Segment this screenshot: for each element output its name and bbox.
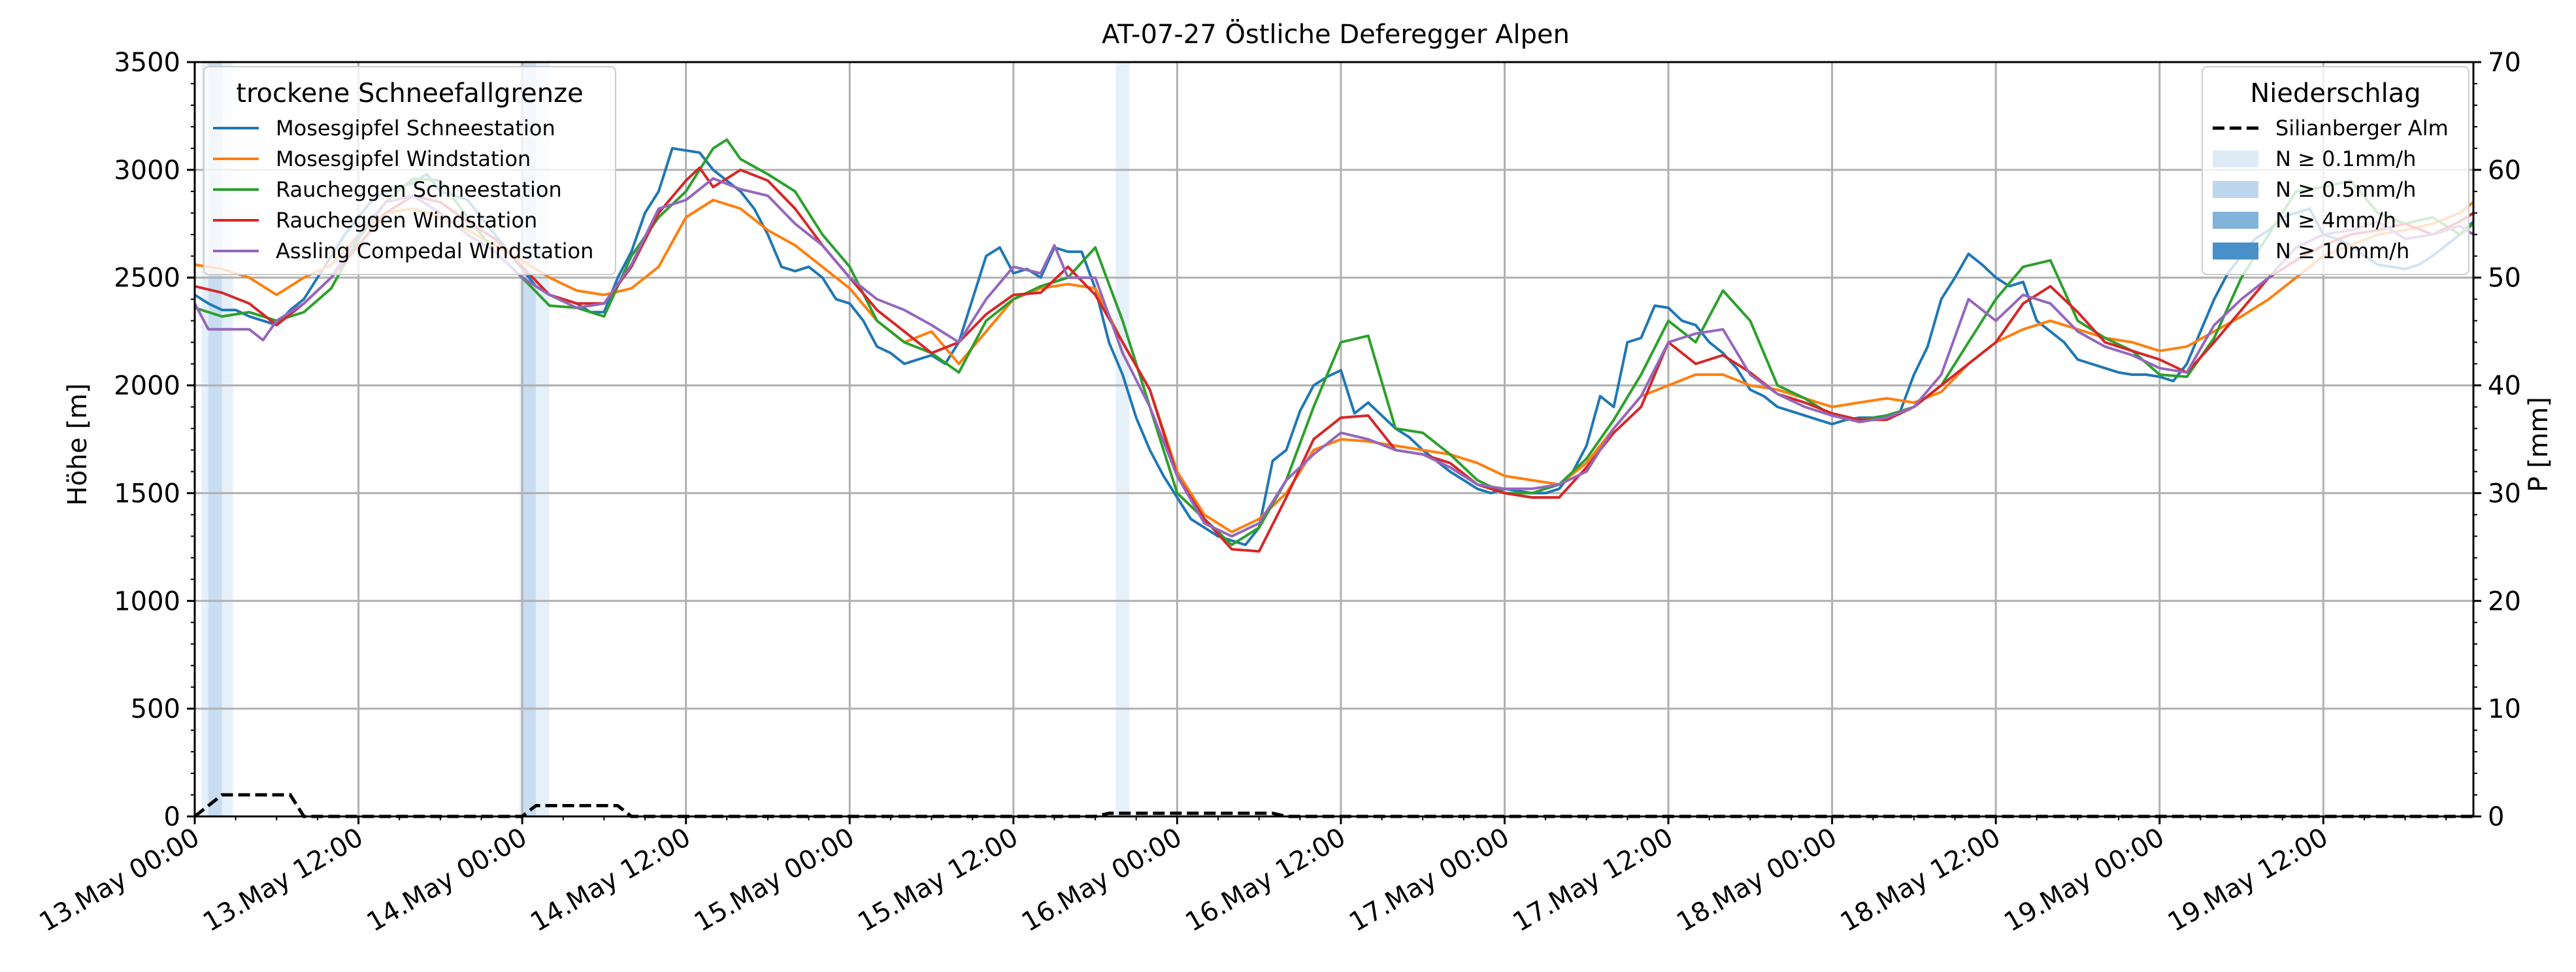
legend-entry: Mosesgipfel Windstation — [276, 146, 531, 171]
legend-right-title: Niederschlag — [2250, 78, 2420, 109]
precip-line — [193, 793, 2473, 818]
y-tick-label: 3500 — [114, 48, 180, 78]
x-tick-label: 15.May 00:00 — [689, 822, 860, 938]
x-tick-label: 14.May 12:00 — [525, 822, 696, 938]
legend-entry: Mosesgipfel Schneestation — [276, 116, 555, 141]
series-line — [194, 166, 2475, 553]
legend-entry: Raucheggen Windstation — [276, 208, 537, 233]
x-tick-label: 15.May 12:00 — [853, 822, 1023, 938]
y-tick-label: 1000 — [114, 586, 180, 616]
legend-entry: N ≥ 10mm/h — [2275, 239, 2409, 263]
legend-entry: Raucheggen Schneestation — [276, 177, 562, 202]
x-tick-label: 13.May 12:00 — [198, 822, 369, 938]
legend-swatch — [2213, 181, 2258, 198]
legend-swatch — [2213, 243, 2258, 260]
y-tick-label: 2000 — [114, 371, 180, 401]
plot-frame — [193, 61, 2475, 818]
y-axis-label: Höhe [m] — [63, 383, 93, 505]
y2-tick-label: 20 — [2488, 586, 2521, 616]
x-tick-label: 17.May 12:00 — [1508, 822, 1679, 938]
legend-swatch — [2213, 150, 2258, 167]
y2-tick-label: 10 — [2488, 694, 2521, 724]
x-tick-label: 19.May 00:00 — [1999, 822, 2170, 938]
legend-left: trockene Schneefallgrenze Mosesgipfel Sc… — [203, 66, 616, 275]
series-line — [193, 177, 2475, 538]
y-tick-label: 1500 — [114, 478, 180, 509]
legend-left-frame — [203, 66, 616, 275]
y2-tick-label: 50 — [2488, 263, 2521, 293]
legend-swatch — [2213, 212, 2258, 229]
x-tick-label: 13.May 00:00 — [34, 822, 205, 938]
y2-tick-label: 40 — [2488, 371, 2521, 401]
legend-entry: N ≥ 0.1mm/h — [2275, 146, 2416, 171]
y-tick-label: 0 — [164, 802, 180, 832]
series-lines — [193, 138, 2475, 818]
legend-entry: N ≥ 0.5mm/h — [2275, 177, 2416, 202]
y-tick-label: 500 — [131, 694, 180, 724]
y2-tick-label: 60 — [2488, 156, 2521, 186]
legend-entry: Assling Compedal Windstation — [276, 239, 593, 263]
legend-right: Niederschlag Silianberger Alm N ≥ 0.1mm/h… — [2202, 66, 2469, 275]
legend-entry: Silianberger Alm — [2275, 116, 2449, 141]
y2-tick-label: 70 — [2488, 48, 2521, 78]
x-tick-label: 16.May 12:00 — [1180, 822, 1351, 938]
x-tick-label: 16.May 00:00 — [1017, 822, 1187, 938]
series-line — [194, 138, 2475, 546]
y2-tick-label: 30 — [2488, 478, 2521, 509]
precip-band — [1115, 62, 1130, 816]
legend-entry: N ≥ 4mm/h — [2275, 208, 2396, 233]
chart-title: AT-07-27 Östliche Deferegger Alpen — [1102, 18, 1570, 50]
x-tick-label: 18.May 00:00 — [1672, 822, 1842, 938]
legend-left-title: trockene Schneefallgrenze — [236, 78, 583, 109]
y2-tick-label: 0 — [2488, 802, 2504, 832]
y-tick-label: 3000 — [114, 156, 180, 186]
x-tick-label: 19.May 12:00 — [2163, 822, 2334, 938]
y-tick-label: 2500 — [114, 263, 180, 293]
legend-right-frame — [2202, 66, 2469, 275]
x-tick-label: 18.May 12:00 — [1836, 822, 2006, 938]
x-tick-label: 14.May 00:00 — [362, 822, 533, 938]
x-tick-label: 17.May 00:00 — [1344, 822, 1515, 938]
y2-axis-label: P [mm] — [2524, 397, 2554, 492]
